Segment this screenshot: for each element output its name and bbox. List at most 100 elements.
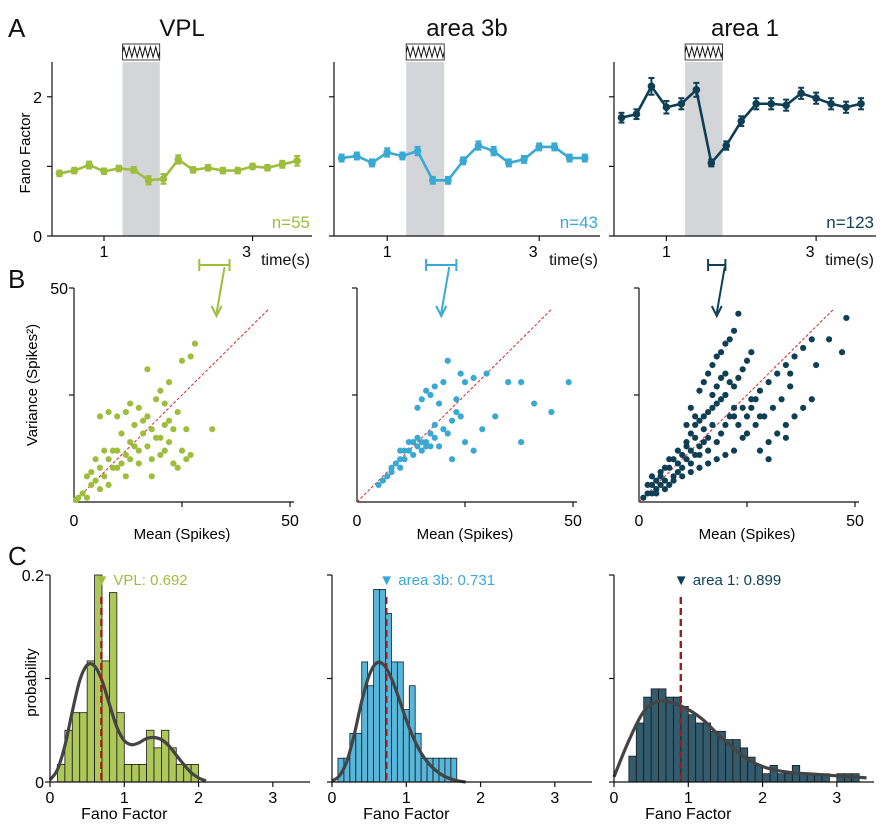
data-point-area1 [722, 141, 731, 150]
data-point-vpl [129, 166, 138, 174]
data-point-area3b [353, 152, 361, 160]
scatter-point-area3b [388, 468, 395, 476]
y-tick-label-a-vpl: 0 [33, 229, 42, 246]
scatter-point-vpl [122, 473, 129, 480]
data-point-area3b [565, 154, 574, 162]
stim-box-area1 [684, 43, 723, 61]
scatter-point-vpl [131, 443, 138, 450]
hist-bar-area3b [379, 589, 386, 783]
scatter-point-area3b [483, 370, 490, 377]
scatter-point-area1 [730, 447, 738, 454]
scatter-point-area3b [401, 447, 408, 454]
scatter-point-area1 [735, 310, 742, 317]
stim-window-vpl [122, 62, 160, 236]
scatter-point-area3b [379, 477, 387, 484]
scatter-point-area1 [696, 443, 703, 450]
scatter-point-vpl [127, 400, 134, 407]
stim-vibration-area1 [684, 45, 724, 59]
hist-bar-area1 [628, 755, 637, 783]
panel-label-c: C [8, 541, 27, 571]
scatter-point-area3b [410, 451, 417, 459]
data-point-area3b [413, 147, 422, 155]
scatter-point-area3b [444, 430, 451, 437]
scatter-point-area1 [687, 447, 694, 454]
x-tick-label-a-area3b: 1 [383, 244, 392, 261]
x-tick-label-b-area3b: 0 [353, 513, 362, 530]
scatter-point-vpl [165, 379, 173, 386]
scatter-point-area3b [431, 383, 438, 390]
scatter-point-area1 [653, 490, 660, 497]
scatter-point-vpl [174, 409, 181, 416]
data-point-area3b [520, 155, 528, 164]
scatter-point-area1 [787, 370, 794, 377]
hist-bar-area1 [658, 688, 667, 783]
scatter-point-vpl [183, 456, 190, 463]
n-label-area3b: n=43 [560, 213, 598, 232]
scatter-point-area1 [648, 490, 656, 497]
scatter-point-area3b [427, 391, 434, 399]
scatter-point-area1 [765, 456, 772, 463]
hist-bar-area1 [635, 722, 645, 783]
scatter-point-area3b [423, 443, 430, 450]
data-point-area3b [489, 147, 498, 155]
scatter-point-area1 [726, 336, 733, 343]
scatter-point-vpl [122, 451, 129, 459]
scatter-point-area3b [531, 400, 538, 407]
scatter-point-vpl [165, 417, 173, 424]
x-tick-label-b-area3b: 50 [564, 513, 582, 530]
scatter-point-area3b [375, 481, 382, 488]
scatter-point-area1 [687, 430, 694, 437]
scatter-point-area1 [782, 434, 789, 441]
scatter-point-area1 [705, 370, 712, 377]
scatter-point-area1 [692, 451, 699, 459]
scatter-point-area1 [657, 481, 664, 488]
scatter-point-area1 [774, 430, 781, 437]
scatter-point-vpl [114, 447, 121, 454]
scatter-point-vpl [135, 404, 142, 411]
scatter-point-vpl [187, 451, 194, 459]
data-point-area1 [782, 101, 790, 109]
scatter-point-area1 [657, 468, 664, 476]
scatter-point-area1 [666, 464, 673, 471]
scatter-point-area1 [739, 434, 746, 441]
y-axis-label-c-vpl: probability [23, 648, 40, 717]
hist-bar-vpl [79, 712, 88, 783]
scatter-point-area1 [670, 456, 677, 463]
scatter-point-vpl [161, 400, 168, 407]
scatter-point-area1 [700, 413, 707, 420]
data-point-area3b [444, 176, 452, 185]
identity-line-vpl [73, 309, 269, 503]
x-tick-label-b-vpl: 0 [70, 513, 79, 530]
scatter-point-area1 [666, 481, 673, 488]
data-point-area1 [812, 94, 820, 102]
scatter-point-area1 [640, 494, 647, 501]
scatter-point-area3b [414, 434, 421, 441]
scatter-point-area1 [670, 473, 677, 480]
data-point-area1 [752, 99, 761, 108]
scatter-point-area3b [470, 447, 477, 454]
scatter-point-area3b [414, 443, 421, 450]
data-point-area1 [662, 103, 671, 112]
data-point-vpl [174, 155, 183, 164]
x-axis-label-c-area1: Fano Factor [645, 806, 732, 823]
scatter-point-area1 [813, 361, 820, 369]
scatter-point-area1 [696, 417, 703, 424]
scatter-point-area1 [653, 486, 660, 493]
x-tick-label-c-area3b: 1 [402, 790, 411, 807]
scatter-point-area1 [843, 314, 850, 322]
scatter-point-area3b [435, 443, 443, 450]
stim-box-vpl [122, 43, 161, 61]
scatter-point-area1 [743, 357, 751, 364]
data-point-vpl [233, 166, 242, 175]
scatter-point-area1 [791, 353, 798, 360]
y-axis-label-b-vpl: Variance (Spikes²) [24, 324, 41, 446]
data-point-vpl [248, 162, 257, 171]
arrow-head-area3b [435, 305, 448, 319]
fit-curve-area3b [331, 660, 466, 784]
scatter-point-area3b [427, 443, 434, 450]
scatter-point-area1 [743, 430, 751, 437]
y-tick-label-b-vpl: 50 [50, 281, 68, 298]
data-point-area3b [474, 141, 483, 150]
x-tick-label-c-area1: 0 [610, 790, 619, 807]
hist-bar-area1 [710, 730, 719, 783]
